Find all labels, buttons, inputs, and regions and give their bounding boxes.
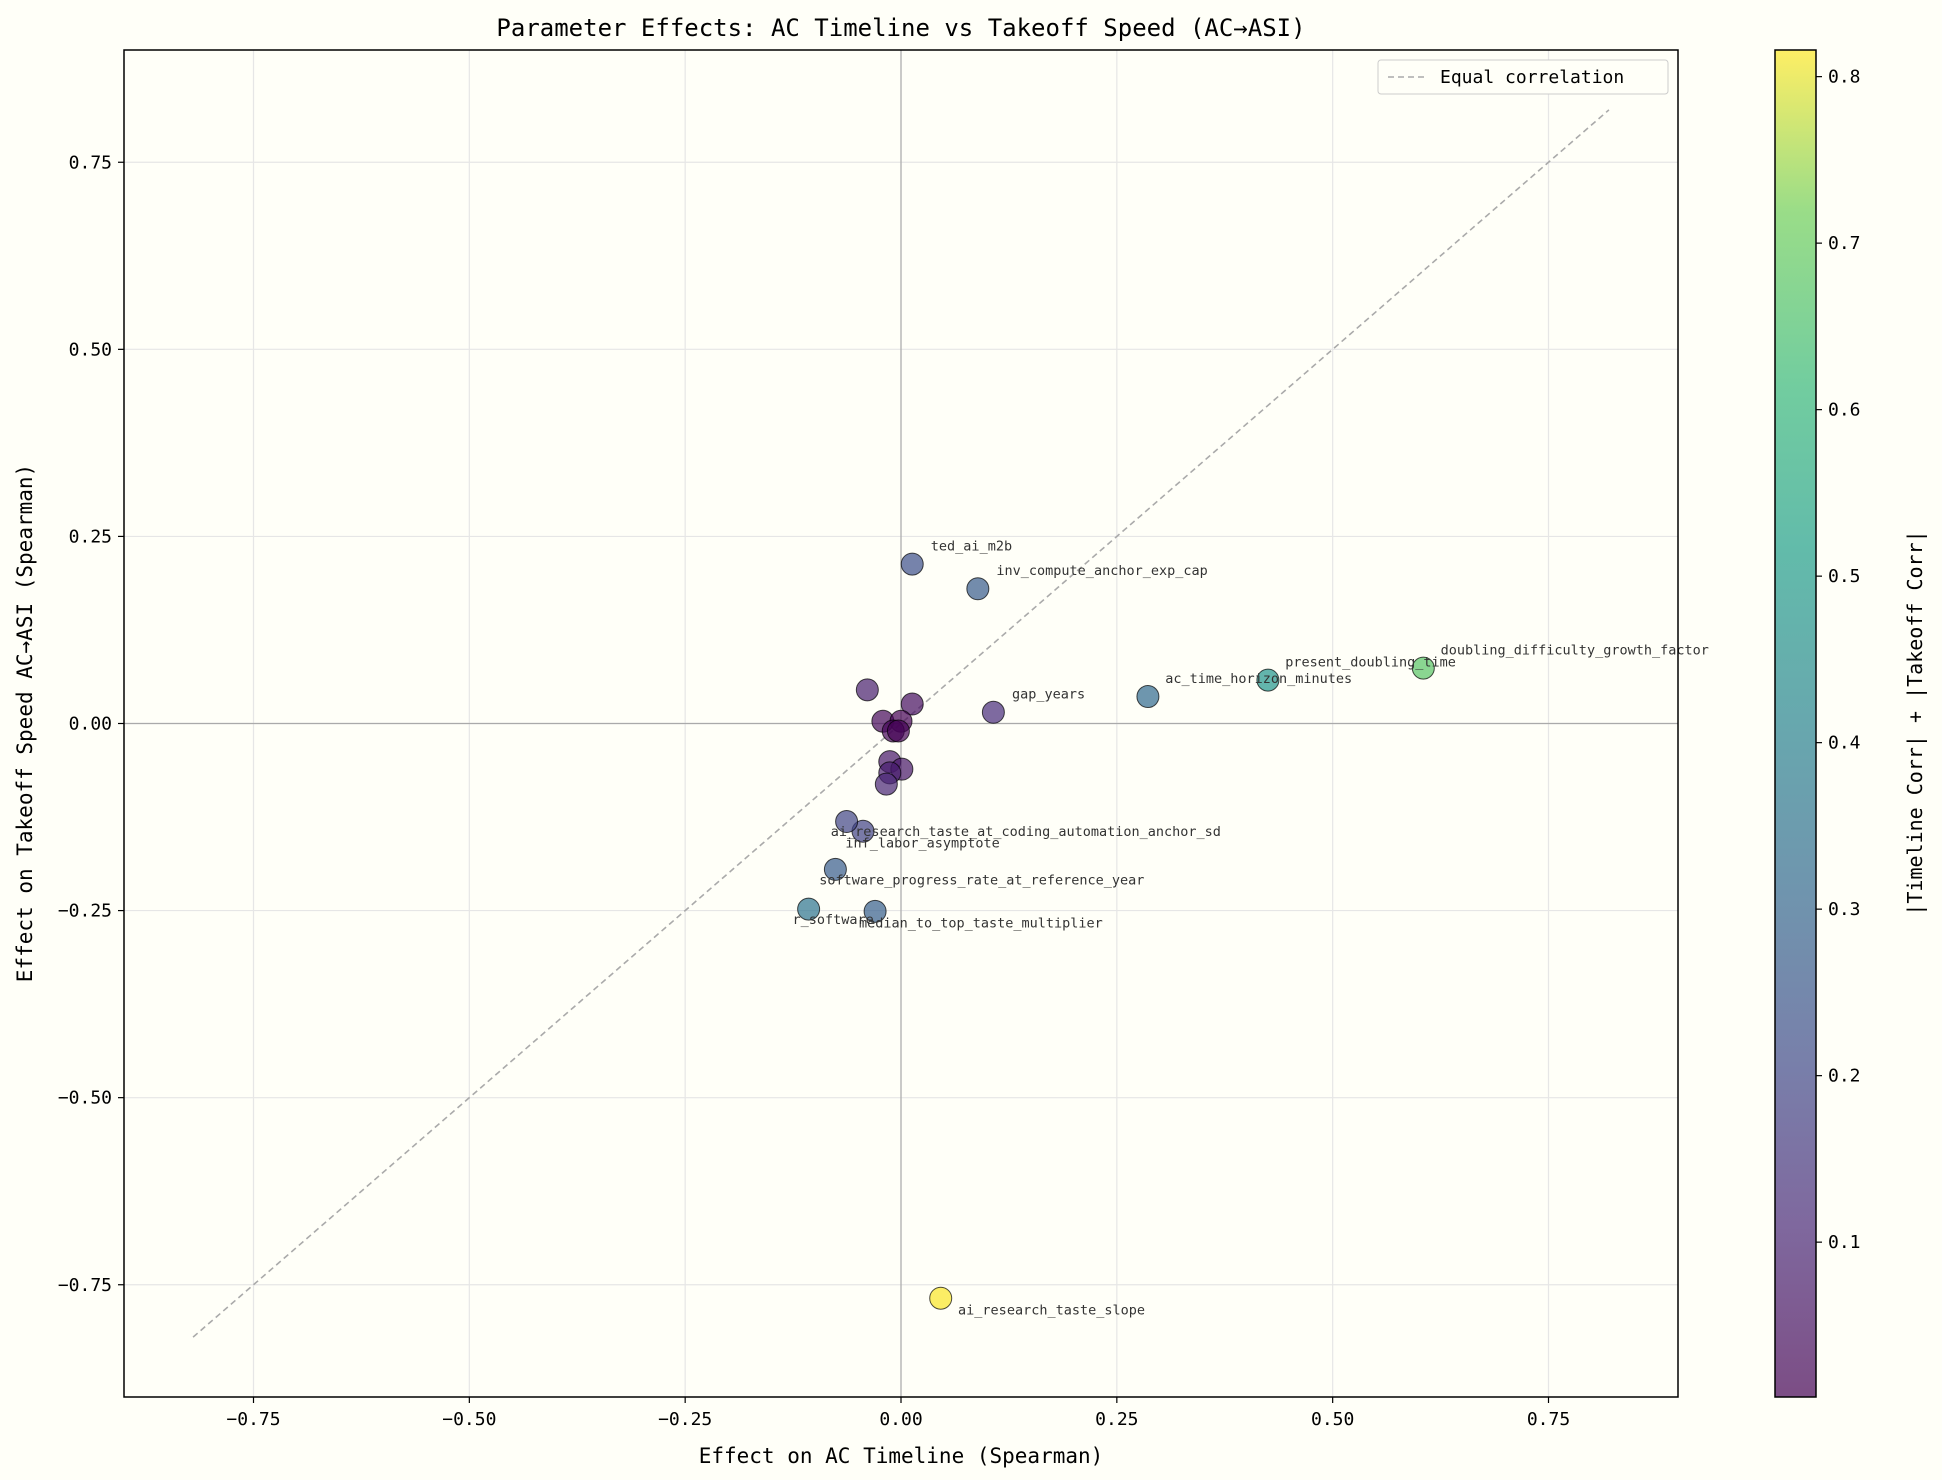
colorbar-tick-label: 0.7 — [1828, 233, 1861, 254]
data-point — [855, 678, 879, 702]
y-tick-label: −0.75 — [58, 1275, 112, 1296]
chart-title: Parameter Effects: AC Timeline vs Takeof… — [496, 14, 1305, 42]
y-tick-label: 0.50 — [69, 339, 112, 360]
point-label: ai_research_taste_slope — [958, 1302, 1145, 1318]
point-label: gap_years — [1012, 687, 1085, 703]
colorbar-gradient — [1774, 49, 1817, 1398]
x-tick-label: 0.25 — [1095, 1409, 1138, 1430]
data-point — [823, 857, 847, 881]
x-tick-label: −0.50 — [442, 1409, 496, 1430]
legend-entry-equal-correlation: Equal correlation — [1440, 67, 1624, 88]
point-label: r_software — [793, 912, 874, 928]
data-point — [863, 899, 887, 923]
data-point — [874, 772, 898, 796]
point-label: ted_ai_m2b — [931, 538, 1012, 554]
colorbar-label: |Timeline Corr| + |Takeoff Corr| — [1903, 530, 1927, 915]
legend-box — [1377, 59, 1669, 95]
point-label: doubling_difficulty_growth_factor — [1441, 642, 1709, 658]
y-tick-label: 0.00 — [69, 714, 112, 735]
data-point — [835, 810, 859, 834]
x-tick-label: 0.50 — [1311, 1409, 1354, 1430]
colorbar-tick-label: 0.3 — [1828, 899, 1861, 920]
colorbar-tick-label: 0.1 — [1828, 1232, 1861, 1253]
legend: Equal correlation — [1377, 59, 1669, 95]
x-tick-label: 0.75 — [1527, 1409, 1570, 1430]
x-tick-label: 0.00 — [879, 1409, 922, 1430]
point-label: inv_compute_anchor_exp_cap — [996, 563, 1207, 579]
data-point — [886, 719, 910, 743]
x-tick-label: −0.25 — [658, 1409, 712, 1430]
data-point — [929, 1286, 953, 1310]
y-tick-label: 0.25 — [69, 526, 112, 547]
colorbar-tick-label: 0.6 — [1828, 400, 1861, 421]
data-point — [900, 692, 924, 716]
data-point — [900, 552, 924, 576]
plot-frame — [123, 49, 1679, 1398]
colorbar-tick-label: 0.5 — [1828, 566, 1861, 587]
equal-correlation-line — [192, 109, 1610, 1338]
plot-area: −0.75 −0.50 −0.25 0.00 0.25 0.50 0.75 −0.75 −0.5… — [58, 49, 1709, 1430]
data-point — [966, 577, 990, 601]
y-tick-label: −0.50 — [58, 1088, 112, 1109]
y-tick-label: 0.75 — [69, 152, 112, 173]
point-label: software_progress_rate_at_reference_year — [819, 872, 1144, 888]
colorbar-tick-label: 0.8 — [1828, 67, 1861, 88]
data-point — [981, 700, 1005, 724]
data-point — [1256, 668, 1280, 692]
y-axis-label: Effect on Takeoff Speed AC→ASI (Spearman… — [13, 464, 37, 982]
colorbar-tick-label: 0.4 — [1828, 733, 1861, 754]
colorbar: 0.1 0.2 0.3 0.4 0.5 0.6 0.7 0.8 — [1774, 49, 1861, 1398]
x-tick-label: −0.75 — [226, 1409, 280, 1430]
x-axis-label: Effect on AC Timeline (Spearman) — [699, 1444, 1104, 1468]
data-point — [1411, 656, 1435, 680]
point-label: inf_labor_asymptote — [845, 836, 999, 852]
point-label: ai_research_taste_at_coding_automation_a… — [831, 824, 1221, 840]
point-label: present_doubling_time — [1285, 654, 1456, 670]
data-point — [1136, 685, 1160, 709]
data-point — [797, 897, 821, 921]
y-tick-label: −0.25 — [58, 901, 112, 922]
point-label: median_to_top_taste_multiplier — [859, 915, 1103, 931]
point-label: ac_time_horizon_minutes — [1165, 671, 1352, 687]
colorbar-tick-label: 0.2 — [1828, 1066, 1861, 1087]
